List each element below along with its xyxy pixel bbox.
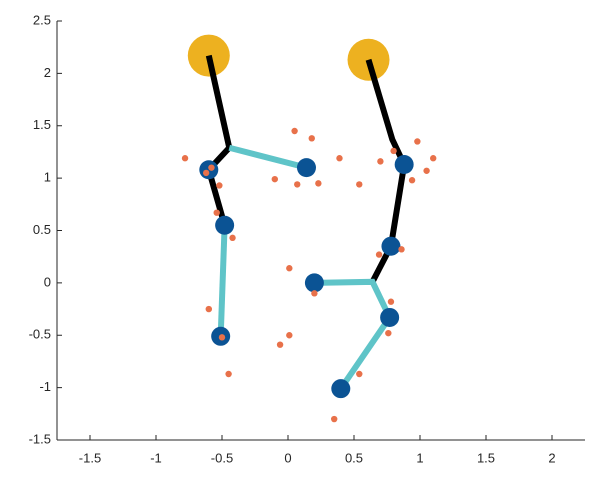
point bbox=[356, 181, 363, 188]
y-tick-label: 2.5 bbox=[33, 12, 51, 27]
point bbox=[215, 215, 235, 235]
point bbox=[216, 182, 223, 189]
point bbox=[408, 177, 416, 184]
point bbox=[213, 209, 220, 216]
point bbox=[291, 127, 298, 135]
point bbox=[205, 305, 212, 313]
skeleton-line bbox=[314, 278, 394, 391]
y-tick-label: -0.5 bbox=[29, 327, 51, 342]
point bbox=[375, 251, 383, 258]
point bbox=[202, 169, 210, 177]
point bbox=[331, 415, 338, 423]
y-tick-label: 0.5 bbox=[33, 222, 51, 237]
x-tick-label: -0.5 bbox=[211, 450, 233, 465]
x-tick-label: -1 bbox=[150, 450, 162, 465]
x-tick-label: 0 bbox=[284, 450, 291, 465]
y-tick-label: 1.5 bbox=[33, 117, 51, 132]
point bbox=[380, 307, 400, 327]
point bbox=[315, 180, 322, 187]
x-tick-label: -1.5 bbox=[79, 450, 101, 465]
y-tick-label: 2 bbox=[44, 65, 51, 80]
point bbox=[276, 341, 284, 348]
y-tick-label: 0 bbox=[44, 274, 51, 289]
point bbox=[311, 290, 318, 297]
x-tick-label: 1.5 bbox=[477, 450, 495, 465]
point bbox=[336, 155, 343, 162]
y-tick-label: 1 bbox=[44, 170, 51, 185]
y-tick-label: -1 bbox=[39, 379, 51, 394]
point bbox=[398, 246, 405, 253]
point bbox=[229, 234, 236, 242]
point bbox=[271, 175, 278, 183]
point bbox=[286, 265, 293, 272]
point bbox=[356, 370, 363, 378]
point bbox=[394, 155, 414, 175]
point bbox=[377, 158, 384, 165]
x-tick-label: 2 bbox=[548, 450, 555, 465]
y-tick-label: -1.5 bbox=[29, 431, 51, 446]
skeleton-line bbox=[217, 225, 228, 337]
point bbox=[225, 370, 232, 378]
skeleton-line bbox=[228, 144, 308, 171]
point bbox=[304, 273, 324, 293]
x-tick-label: 1 bbox=[416, 450, 423, 465]
point bbox=[387, 298, 395, 305]
x-tick-label: 0.5 bbox=[345, 450, 363, 465]
point bbox=[208, 164, 215, 171]
point bbox=[430, 155, 437, 162]
point bbox=[381, 236, 401, 256]
point bbox=[390, 147, 397, 155]
point bbox=[308, 135, 315, 142]
point bbox=[199, 160, 219, 180]
point bbox=[294, 181, 301, 188]
point bbox=[414, 138, 421, 145]
point bbox=[286, 332, 293, 339]
point bbox=[385, 329, 392, 337]
point bbox=[296, 158, 316, 178]
skeleton-line bbox=[205, 54, 233, 227]
point bbox=[423, 167, 430, 174]
point bbox=[181, 155, 189, 162]
point bbox=[331, 379, 351, 399]
point bbox=[218, 334, 226, 341]
